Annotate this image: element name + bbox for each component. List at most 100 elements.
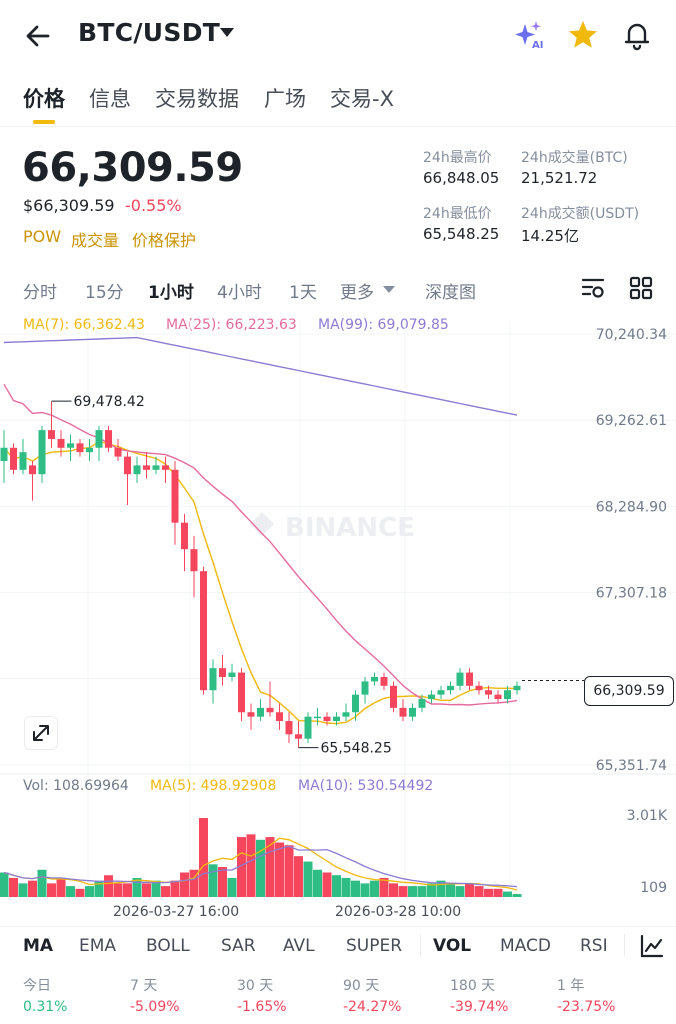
volume-bar bbox=[493, 888, 503, 897]
volume-bar bbox=[512, 894, 522, 897]
back-arrow-icon[interactable] bbox=[22, 20, 54, 52]
candlestick-chart[interactable]: BINANCE 70,240.34 69,262.61 68,284.90 67,307… bbox=[0, 0, 676, 910]
indicator-ema[interactable]: EMA bbox=[79, 936, 117, 956]
volume-bar bbox=[218, 867, 227, 897]
volume-bar bbox=[142, 883, 151, 897]
candle-body bbox=[257, 707, 264, 717]
candle-body bbox=[295, 734, 302, 739]
volume-bar bbox=[180, 872, 189, 897]
low-marker-label: 65,548.25 bbox=[321, 741, 392, 757]
volume-bar bbox=[294, 856, 303, 897]
tab-price[interactable]: 价格 bbox=[23, 87, 65, 111]
volume-bar bbox=[9, 877, 18, 897]
vol-usdt-label: 24h成交额(USDT) bbox=[521, 206, 640, 222]
star-icon[interactable] bbox=[566, 18, 600, 52]
volume-bar bbox=[113, 883, 123, 897]
volume-bar bbox=[313, 869, 322, 897]
candle-body bbox=[238, 672, 245, 713]
candle-body bbox=[409, 707, 416, 717]
tab-square[interactable]: 广场 bbox=[264, 87, 306, 111]
interval-more[interactable]: 更多 bbox=[340, 283, 374, 303]
tag-price-protection[interactable]: 价格保护 bbox=[132, 231, 197, 250]
vol-ma10-legend: MA(10): 530.54492 bbox=[298, 778, 434, 794]
period-value: -1.65% bbox=[237, 999, 287, 1015]
chevron-down-icon[interactable] bbox=[220, 28, 234, 37]
more-caret-icon[interactable] bbox=[383, 286, 395, 293]
interval-15m[interactable]: 15分 bbox=[85, 283, 124, 303]
indicator-vol[interactable]: VOL bbox=[433, 936, 472, 956]
grid-layout-icon[interactable] bbox=[628, 275, 654, 301]
interval-4h[interactable]: 4小时 bbox=[217, 283, 262, 303]
volume-bar bbox=[94, 880, 104, 897]
candle-body bbox=[38, 430, 46, 475]
high-marker-label: 69,478.42 bbox=[74, 394, 145, 410]
indicator-rsi[interactable]: RSI bbox=[580, 936, 608, 956]
expand-icon bbox=[33, 725, 49, 741]
candle-body bbox=[314, 716, 321, 719]
candle-body bbox=[76, 443, 84, 453]
candle-body bbox=[285, 721, 293, 735]
pair-title[interactable]: BTC/USDT bbox=[78, 18, 221, 47]
y-tick-label: 68,284.90 bbox=[596, 499, 667, 515]
volume-bar bbox=[151, 880, 161, 897]
candle-body bbox=[475, 685, 483, 691]
indicator-sar[interactable]: SAR bbox=[221, 936, 256, 956]
interval-1h[interactable]: 1小时 bbox=[148, 283, 194, 303]
indicator-boll[interactable]: BOLL bbox=[146, 936, 190, 956]
volume-bar bbox=[0, 872, 9, 897]
interval-1d[interactable]: 1天 bbox=[289, 283, 317, 303]
candle-body bbox=[380, 676, 388, 686]
x-tick-1: 2026-03-27 16:00 bbox=[113, 904, 240, 920]
volume-bar bbox=[161, 886, 170, 897]
volume-bar bbox=[256, 839, 265, 897]
chart-settings-icon[interactable] bbox=[580, 275, 606, 301]
candle-body bbox=[57, 438, 65, 448]
indicator-macd[interactable]: MACD bbox=[500, 936, 551, 956]
volume-bar bbox=[208, 864, 218, 897]
vol-btc-label: 24h成交量(BTC) bbox=[521, 150, 628, 166]
ai-sparkle-icon[interactable]: AI bbox=[512, 18, 546, 52]
y-tick-label: 69,262.61 bbox=[596, 413, 667, 429]
y-tick-label: 65,351.74 bbox=[596, 758, 667, 774]
tab-info[interactable]: 信息 bbox=[89, 87, 131, 111]
volume-bar bbox=[189, 869, 199, 897]
tab-trade-x[interactable]: 交易-X bbox=[330, 87, 394, 111]
candle-body bbox=[95, 430, 103, 448]
candle-body bbox=[209, 668, 217, 691]
candle-body bbox=[504, 690, 511, 700]
candle-body bbox=[276, 712, 283, 722]
usd-price: $66,309.59 bbox=[23, 196, 115, 215]
candle-body bbox=[266, 707, 274, 713]
ma7-line bbox=[3, 440, 517, 725]
high-value: 66,848.05 bbox=[423, 169, 500, 187]
candle-body bbox=[361, 681, 369, 695]
volume-bar bbox=[474, 886, 484, 897]
candle-body bbox=[143, 465, 150, 470]
period-value: -39.74% bbox=[450, 999, 509, 1015]
ai-label: AI bbox=[532, 40, 543, 51]
candle-body bbox=[485, 690, 492, 695]
interval-depth[interactable]: 深度图 bbox=[425, 283, 476, 303]
period-label: 1 年 bbox=[557, 978, 585, 994]
interval-time[interactable]: 分时 bbox=[23, 283, 57, 303]
candle-body bbox=[247, 712, 255, 717]
tag-volume[interactable]: 成交量 bbox=[71, 231, 120, 250]
tab-trading-data[interactable]: 交易数据 bbox=[155, 87, 239, 111]
indicator-avl[interactable]: AVL bbox=[283, 936, 315, 956]
volume-bar bbox=[85, 886, 94, 897]
indicator-super[interactable]: SUPER bbox=[346, 936, 403, 956]
low-value: 65,548.25 bbox=[423, 225, 500, 243]
indicator-settings-icon[interactable] bbox=[638, 932, 666, 960]
vol-usdt-value: 14.25亿 bbox=[521, 227, 579, 245]
volume-bar bbox=[47, 883, 56, 897]
high-label: 24h最高价 bbox=[423, 150, 492, 166]
fullscreen-button[interactable] bbox=[24, 716, 58, 750]
candle-body bbox=[124, 456, 131, 475]
candle-body bbox=[48, 430, 55, 439]
candle-body bbox=[456, 672, 464, 686]
volume-bar bbox=[237, 837, 246, 897]
tag-pow[interactable]: POW bbox=[23, 227, 62, 246]
price-change: -0.55% bbox=[125, 196, 182, 215]
indicator-ma[interactable]: MA bbox=[23, 936, 54, 956]
bell-icon[interactable] bbox=[620, 18, 654, 52]
